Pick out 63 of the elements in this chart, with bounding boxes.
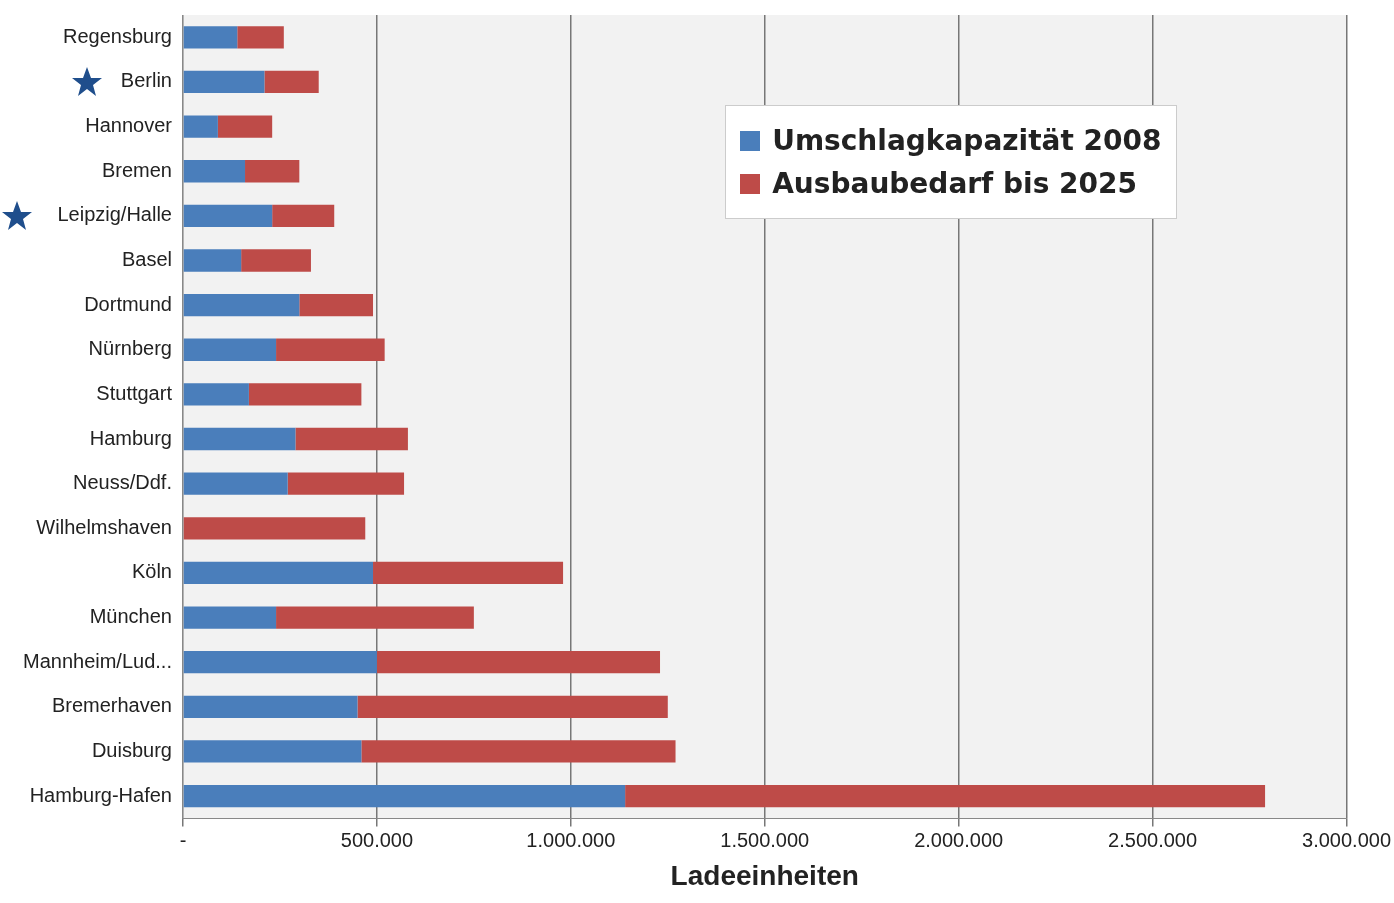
bar xyxy=(183,293,300,317)
bar xyxy=(183,204,273,228)
bar xyxy=(625,784,1266,808)
y-tick-label: Mannheim/Lud... xyxy=(22,649,172,672)
y-tick-label: Bremerhaven xyxy=(51,694,172,717)
bar xyxy=(245,160,300,183)
bar xyxy=(183,249,242,272)
bar xyxy=(183,695,358,718)
bar xyxy=(299,293,374,317)
bar xyxy=(183,472,288,495)
y-tick-label: Neuss/Ddf. xyxy=(73,471,172,494)
y-tick-label: Berlin xyxy=(120,69,172,92)
x-tick-label: 2.000.000 xyxy=(914,828,1004,851)
y-tick-label: Dortmund xyxy=(84,292,172,315)
y-tick-label: Duisburg xyxy=(91,738,172,761)
bar xyxy=(376,651,661,674)
y-tick-label: Wilhelmshaven xyxy=(36,515,172,538)
bar xyxy=(373,561,564,585)
legend-label: Umschlagkapazität 2008 xyxy=(772,124,1162,157)
x-tick-label: 500.000 xyxy=(340,828,414,851)
bar xyxy=(183,784,626,808)
x-axis-title: Ladeeinheiten xyxy=(670,859,859,891)
y-tick-label: München xyxy=(89,605,172,628)
x-tick-label: 1.000.000 xyxy=(526,828,616,851)
bar xyxy=(183,427,296,451)
y-tick-label: Köln xyxy=(131,560,172,583)
bar xyxy=(183,338,277,361)
y-tick-label: Hamburg-Hafen xyxy=(29,783,172,806)
bar xyxy=(276,338,385,361)
bar xyxy=(183,517,366,540)
bar xyxy=(295,427,408,451)
y-tick-label: Hamburg xyxy=(89,426,172,449)
bar xyxy=(361,740,676,763)
bar xyxy=(183,26,238,49)
bar xyxy=(183,160,246,183)
y-tick-label: Leipzig/Halle xyxy=(57,203,172,226)
bar xyxy=(183,651,377,674)
bar xyxy=(357,695,668,718)
bar xyxy=(183,740,362,763)
bar xyxy=(264,70,319,94)
legend-label: Ausbaubedarf bis 2025 xyxy=(772,167,1138,200)
bar xyxy=(248,383,362,406)
y-tick-label: Bremen xyxy=(101,158,172,181)
bar xyxy=(241,249,311,272)
x-tick-label: 1.500.000 xyxy=(720,828,810,851)
y-tick-label: Hannover xyxy=(85,114,173,137)
bar xyxy=(272,204,335,228)
bar xyxy=(183,115,218,138)
bar xyxy=(217,115,273,138)
bar xyxy=(276,606,474,629)
bar xyxy=(287,472,405,495)
bar xyxy=(183,383,249,406)
y-tick-label: Basel xyxy=(121,248,172,270)
x-tick-label: 2.500.000 xyxy=(1108,828,1198,851)
bar xyxy=(183,606,277,629)
y-tick-label: Stuttgart xyxy=(96,381,173,404)
bar xyxy=(183,70,265,94)
y-tick-label: Nürnberg xyxy=(88,337,172,360)
x-tick-label: - xyxy=(179,828,187,851)
bar xyxy=(237,26,284,49)
bar xyxy=(183,561,374,585)
y-tick-label: Regensburg xyxy=(63,24,172,47)
x-tick-label: 3.000.000 xyxy=(1302,828,1391,851)
